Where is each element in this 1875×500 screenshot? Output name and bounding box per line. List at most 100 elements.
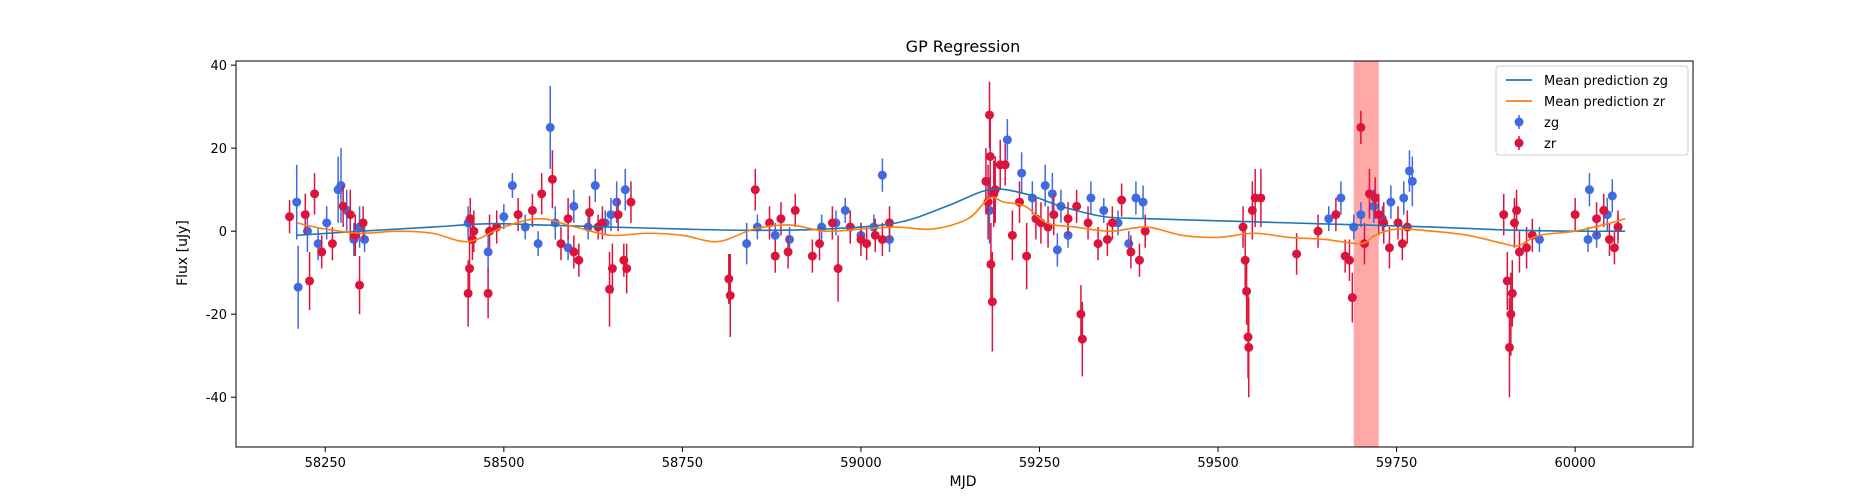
x-tick-label: 58750 bbox=[662, 456, 703, 471]
data-point bbox=[1063, 214, 1073, 224]
data-point bbox=[1076, 309, 1086, 319]
data-point bbox=[345, 210, 355, 220]
data-point bbox=[1093, 239, 1103, 249]
data-point bbox=[1083, 218, 1093, 228]
data-point bbox=[785, 234, 795, 244]
data-point bbox=[1244, 342, 1254, 352]
data-point bbox=[987, 297, 997, 307]
data-point bbox=[1504, 342, 1514, 352]
data-point bbox=[613, 210, 623, 220]
y-tick-label: -20 bbox=[206, 308, 227, 323]
data-point bbox=[783, 247, 793, 257]
plot-inner bbox=[285, 61, 1626, 447]
data-point bbox=[527, 205, 537, 215]
data-point bbox=[725, 291, 735, 301]
data-point bbox=[1609, 243, 1619, 253]
y-axis-label: Flux [uJy] bbox=[175, 220, 191, 286]
legend-entry-label: zg bbox=[1544, 116, 1559, 131]
data-point bbox=[1331, 210, 1341, 220]
data-point bbox=[620, 185, 630, 195]
data-point bbox=[545, 122, 555, 132]
legend-box bbox=[1495, 65, 1689, 156]
data-point bbox=[1313, 226, 1323, 236]
data-point bbox=[1607, 191, 1617, 201]
data-point bbox=[870, 230, 880, 240]
y-tick-label: 0 bbox=[219, 225, 227, 240]
x-tick-label: 59250 bbox=[1019, 456, 1060, 471]
data-point bbox=[1604, 234, 1614, 244]
data-point bbox=[336, 181, 346, 191]
data-point bbox=[300, 210, 310, 220]
legend-entry-label: Mean prediction zg bbox=[1544, 74, 1668, 89]
x-tick-label: 59500 bbox=[1197, 456, 1238, 471]
data-point bbox=[1369, 201, 1379, 211]
data-point bbox=[1613, 222, 1623, 232]
data-point bbox=[1356, 210, 1366, 220]
data-point bbox=[1374, 210, 1384, 220]
data-point bbox=[313, 239, 323, 249]
data-point bbox=[569, 201, 579, 211]
data-point bbox=[986, 259, 996, 269]
data-point bbox=[1499, 210, 1509, 220]
data-point bbox=[1052, 245, 1062, 255]
data-point bbox=[877, 234, 887, 244]
data-point bbox=[1000, 160, 1010, 170]
data-point bbox=[770, 230, 780, 240]
data-point bbox=[1356, 122, 1366, 132]
data-point bbox=[1099, 205, 1109, 215]
data-point bbox=[469, 226, 479, 236]
data-point bbox=[585, 207, 595, 217]
data-point bbox=[305, 276, 315, 286]
data-point bbox=[1017, 168, 1027, 178]
plot-area bbox=[285, 61, 1626, 447]
data-point bbox=[292, 197, 302, 207]
data-point bbox=[1117, 195, 1127, 205]
data-point bbox=[569, 247, 579, 257]
data-point bbox=[483, 288, 493, 298]
data-point bbox=[807, 251, 817, 261]
data-point bbox=[985, 151, 995, 161]
data-point bbox=[750, 185, 760, 195]
legend-entry-label: Mean prediction zr bbox=[1544, 95, 1666, 110]
data-point bbox=[606, 210, 616, 220]
series-zr bbox=[285, 81, 1623, 398]
data-point bbox=[327, 239, 337, 249]
data-point bbox=[840, 205, 850, 215]
data-point bbox=[338, 201, 348, 211]
data-point bbox=[1344, 255, 1354, 265]
data-point bbox=[862, 239, 872, 249]
data-point bbox=[1512, 205, 1522, 215]
data-point bbox=[1242, 286, 1252, 296]
data-point bbox=[1007, 230, 1017, 240]
data-point bbox=[360, 234, 370, 244]
data-point bbox=[1509, 218, 1519, 228]
data-point bbox=[1238, 222, 1248, 232]
data-point bbox=[1534, 234, 1544, 244]
data-point bbox=[1570, 210, 1580, 220]
legend-point-swatch bbox=[1514, 138, 1524, 148]
data-point bbox=[358, 218, 368, 228]
legend-entry-label: zr bbox=[1544, 137, 1557, 152]
data-point bbox=[317, 247, 327, 257]
data-point bbox=[574, 255, 584, 265]
legend-point-swatch bbox=[1514, 117, 1524, 127]
data-point bbox=[590, 181, 600, 191]
data-point bbox=[626, 197, 636, 207]
data-point bbox=[1072, 201, 1082, 211]
data-point bbox=[285, 212, 295, 222]
data-point bbox=[1522, 243, 1532, 253]
data-point bbox=[1514, 247, 1524, 257]
data-point bbox=[465, 264, 475, 274]
data-point bbox=[1138, 197, 1148, 207]
data-point bbox=[1124, 239, 1134, 249]
data-point bbox=[563, 214, 573, 224]
data-point bbox=[322, 218, 332, 228]
data-point bbox=[1047, 189, 1057, 199]
data-point bbox=[1077, 334, 1087, 344]
data-point bbox=[827, 218, 837, 228]
legend: Mean prediction zg Mean prediction zr zg zr bbox=[1495, 65, 1689, 156]
data-point bbox=[1384, 243, 1394, 253]
data-point bbox=[547, 174, 557, 184]
data-point bbox=[1240, 255, 1250, 265]
